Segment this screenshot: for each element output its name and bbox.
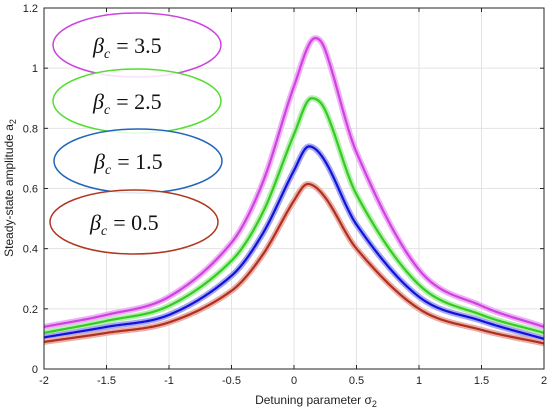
legend-entry: βc = 2.5 [52,68,222,134]
y-tick-label: 0.6 [23,184,38,196]
x-tick-label: -1.5 [97,375,116,387]
legend-entry: βc = 1.5 [53,128,223,194]
legend-label: βc = 2.5 [92,89,162,118]
legend-ellipse [49,189,219,255]
legend-value: = 1.5 [117,149,162,174]
y-axis-label-subscript: 2 [8,119,18,124]
legend-label: βc = 1.5 [93,149,163,178]
x-tick-label: 2 [541,375,547,387]
series-layer [42,35,546,347]
x-tick-label: 1.5 [474,375,489,387]
x-tick-label: 1 [416,375,422,387]
x-tick-label: -1 [164,375,174,387]
y-tick-label: 0 [32,364,38,376]
legend-entry: βc = 0.5 [49,189,219,255]
series-line [43,145,545,340]
legend-symbol: β [92,89,104,114]
y-tick-label: 0.4 [23,244,38,256]
x-tick-label: -2 [39,375,49,387]
y-tick-label: 0.8 [23,123,38,135]
x-axis-label-subscript: 2 [372,399,377,409]
y-tick-label: 1 [32,63,38,75]
x-tick-label: -0.5 [222,375,241,387]
x-tick-label: 0.5 [349,375,364,387]
legend-value: = 2.5 [116,89,161,114]
legend-subscript: c [104,47,111,62]
x-axis-label-text: Detuning parameter σ [255,393,372,407]
legend-symbol: β [89,210,101,235]
y-tick-label: 0.2 [23,304,38,316]
series-line [43,182,545,345]
series-line [43,97,545,334]
y-tick-label: 1.2 [23,3,38,15]
legend-subscript: c [104,103,111,118]
legend-layer: βc = 3.5βc = 2.5βc = 1.5βc = 0.5 [49,12,223,255]
legend-value: = 0.5 [113,210,158,235]
y-axis-label: Steady-state amplitude a2 [2,119,18,257]
legend-value: = 3.5 [116,33,161,58]
legend-symbol: β [92,33,104,58]
legend-label: βc = 0.5 [89,210,159,239]
legend-label: βc = 3.5 [92,33,162,62]
series-line [43,36,545,328]
legend-entry: βc = 3.5 [52,12,222,78]
legend-symbol: β [93,149,105,174]
legend-subscript: c [101,224,108,239]
y-axis-label-text: Steady-state amplitude a [2,124,16,257]
legend-subscript: c [105,163,112,178]
x-tick-label: 0 [291,375,297,387]
x-axis-label: Detuning parameter σ2 [255,393,377,409]
tick-layer: -2 -1.5 -1 -0.5 0 0.5 1 1.5 2 0 0.2 0.4 0.6 0.8 1 1.2 [23,3,547,387]
